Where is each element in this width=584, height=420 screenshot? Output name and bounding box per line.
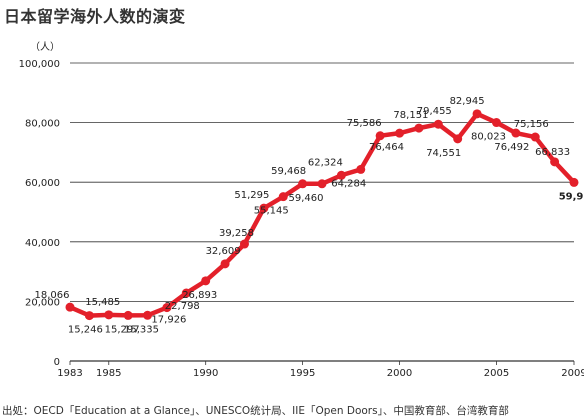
data-point	[298, 179, 308, 189]
data-label: 59,923	[559, 191, 584, 202]
data-point	[569, 177, 579, 187]
data-label: 26,893	[182, 290, 217, 301]
y-tick-labels: 0 20,000 40,000 60,000 80,000 100,000	[19, 59, 60, 368]
data-point	[356, 164, 366, 174]
data-point	[414, 123, 424, 133]
data-point	[395, 128, 405, 138]
source-note: 出処：OECD「Education at a Glance」、UNESCO统计局…	[2, 405, 509, 417]
data-label: 55,145	[254, 206, 289, 217]
data-point	[220, 259, 230, 269]
data-point	[239, 239, 249, 249]
data-label: 74,551	[426, 148, 461, 159]
data-point	[375, 131, 385, 141]
data-label: 15,246	[68, 325, 103, 336]
data-point	[259, 203, 269, 213]
x-tick-label: 2009	[561, 368, 584, 379]
data-point	[143, 310, 153, 320]
y-tick-label: 20,000	[25, 297, 60, 308]
data-points	[65, 109, 579, 321]
x-tick-label: 2005	[484, 368, 509, 379]
data-label: 15,335	[124, 324, 159, 335]
y-tick-label: 40,000	[25, 238, 60, 249]
data-point	[162, 303, 172, 313]
x-tick-labels: 1983 1985 1990 1995 2000 2005 2009	[57, 361, 584, 379]
data-label: 78,151	[393, 110, 428, 121]
data-label: 15,485	[85, 297, 120, 308]
data-point	[278, 192, 288, 202]
data-label: 82,945	[450, 96, 485, 107]
data-point	[511, 128, 521, 138]
data-point	[530, 132, 540, 142]
data-label: 18,066	[35, 290, 70, 301]
data-label: 59,460	[289, 193, 324, 204]
data-label: 22,798	[165, 301, 200, 312]
data-label: 66,833	[535, 147, 570, 158]
data-label: 75,586	[347, 118, 382, 129]
data-label: 59,468	[271, 166, 306, 177]
data-label: 32,609	[206, 246, 241, 257]
x-tick-label: 1985	[96, 368, 121, 379]
data-label: 75,156	[514, 119, 549, 130]
data-label: 64,284	[331, 178, 366, 189]
data-label: 51,295	[234, 190, 269, 201]
y-tick-label: 80,000	[25, 119, 60, 130]
data-point	[550, 157, 560, 167]
data-point	[104, 310, 114, 320]
data-label: 39,258	[219, 228, 254, 239]
data-point	[472, 109, 482, 119]
x-tick-label: 1983	[57, 368, 82, 379]
y-tick-label: 0	[54, 357, 60, 368]
data-label: 79,455	[417, 106, 452, 117]
data-point	[123, 310, 133, 320]
data-label: 15,297	[105, 324, 140, 335]
chart-title: 日本留学海外人数的演変	[4, 7, 186, 26]
data-point	[336, 170, 346, 180]
y-axis-unit-label: （人）	[30, 41, 60, 53]
data-point	[433, 119, 443, 129]
data-point	[491, 118, 501, 128]
data-label: 80,023	[471, 132, 506, 143]
data-label: 62,324	[308, 157, 343, 168]
y-tick-label: 60,000	[25, 178, 60, 189]
data-point	[84, 311, 94, 321]
x-tick-label: 1995	[290, 368, 315, 379]
data-point	[65, 302, 75, 312]
data-label: 76,464	[369, 142, 404, 153]
data-label: 76,492	[494, 142, 529, 153]
data-point	[201, 276, 211, 286]
data-point	[181, 288, 191, 298]
x-tick-label: 1990	[193, 368, 218, 379]
data-point	[317, 179, 327, 189]
data-point	[453, 134, 463, 144]
data-label: 17,926	[151, 315, 186, 326]
x-tick-label: 2000	[387, 368, 412, 379]
y-tick-label: 100,000	[19, 59, 60, 70]
